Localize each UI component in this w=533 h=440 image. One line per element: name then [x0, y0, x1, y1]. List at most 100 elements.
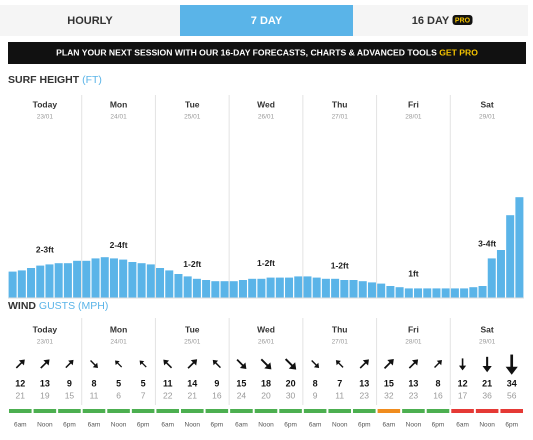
date-label: 24/01 — [110, 339, 127, 346]
arrow-head — [264, 362, 272, 370]
wind-rating — [205, 409, 229, 413]
surf-bar — [496, 250, 505, 298]
wind-rating — [107, 409, 130, 413]
arrow-head — [362, 359, 369, 366]
surf-bar — [303, 276, 312, 298]
wind-rating — [500, 409, 523, 413]
arrow-head — [239, 362, 247, 369]
wind-rating — [426, 409, 450, 413]
wind-speed: 5 — [116, 378, 121, 388]
wind-gust: 16 — [433, 390, 443, 400]
tab[interactable] — [0, 5, 180, 36]
surf-bar — [349, 280, 358, 298]
surf-bar — [367, 282, 376, 298]
wind-arrow — [335, 360, 344, 368]
date-label: 29/01 — [479, 339, 496, 346]
wind-gust: 16 — [212, 390, 222, 400]
surf-bar — [238, 280, 247, 298]
arrow-head — [436, 360, 442, 366]
wind-arrow — [311, 360, 320, 368]
surf-bar — [312, 277, 321, 298]
surf-bar — [331, 278, 340, 298]
wind-rating — [279, 409, 302, 413]
wind-rating — [33, 409, 57, 413]
time-label: 6pm — [211, 422, 224, 429]
section-subtitle: GUSTS — [39, 300, 75, 312]
wind-speed: 12 — [458, 378, 468, 388]
surf-bar — [294, 276, 303, 298]
banner-message: PLAN YOUR NEXT SESSION WITH OUR 16-DAY F… — [56, 48, 437, 58]
surf-bar — [192, 278, 201, 298]
wind-arrow — [284, 358, 297, 370]
wind-speed: 5 — [141, 378, 146, 388]
time-label: Noon — [332, 422, 348, 429]
surf-bar — [414, 288, 423, 298]
wind-speed: 15 — [384, 378, 394, 388]
wind-gust: 19 — [40, 390, 50, 400]
time-label: 6am — [383, 422, 396, 429]
surf-bar — [432, 288, 441, 298]
time-label: 6pm — [63, 422, 76, 429]
banner-link: GET PRO — [439, 48, 478, 58]
wind-gust: 6 — [116, 390, 121, 400]
time-label: 6pm — [505, 422, 518, 429]
wind-gust: 32 — [384, 390, 394, 400]
tab-label[interactable]: HOURLY — [67, 15, 113, 27]
wind-speed: 8 — [435, 378, 440, 388]
arrow-head — [190, 359, 198, 366]
date-label: 28/01 — [405, 339, 422, 346]
surf-bar — [220, 281, 229, 298]
surf-bar — [36, 265, 45, 298]
arrow-head — [313, 362, 320, 368]
surf-bar — [377, 283, 386, 298]
day-label: Thu — [332, 99, 348, 109]
arrow-head — [18, 359, 25, 366]
tab[interactable] — [180, 5, 353, 36]
day-label: Tue — [185, 99, 200, 109]
wind-arrow — [163, 359, 173, 369]
surf-bar — [54, 263, 63, 298]
surf-bar — [100, 257, 109, 298]
date-label: 27/01 — [332, 339, 349, 346]
section-title-text: SURF HEIGHT — [8, 74, 80, 86]
wind-gust: 15 — [65, 390, 75, 400]
surf-bar — [321, 278, 330, 298]
wind-speed: 8 — [91, 378, 96, 388]
range-label: 1-2ft — [183, 259, 201, 269]
wind-arrow — [408, 359, 419, 369]
date-label: 25/01 — [184, 339, 201, 346]
section-title-text: WIND — [8, 300, 36, 312]
day-label: Sat — [481, 99, 494, 109]
time-label: 6pm — [432, 422, 445, 429]
wind-arrow — [65, 359, 74, 369]
surf-bar — [266, 277, 275, 298]
section-unit: (FT) — [82, 74, 102, 86]
surf-bar — [460, 288, 469, 298]
time-label: Noon — [479, 422, 495, 429]
wind-speed: 34 — [507, 378, 517, 388]
tab[interactable] — [353, 5, 528, 36]
surf-bar — [146, 264, 155, 298]
date-label: 26/01 — [258, 114, 275, 121]
surf-bar — [128, 262, 137, 298]
day-label: Tue — [185, 324, 200, 334]
wind-rating — [475, 409, 499, 413]
wind-rating — [156, 409, 179, 413]
wind-speed: 8 — [313, 378, 318, 388]
wind-speed: 13 — [408, 378, 418, 388]
wind-speed: 9 — [214, 378, 219, 388]
tab-label[interactable]: 16 DAY — [412, 15, 450, 27]
wind-rating — [377, 409, 401, 413]
date-label: 27/01 — [332, 114, 349, 121]
surf-bar — [450, 288, 459, 298]
arrow-head — [458, 365, 467, 371]
tab-label[interactable]: 7 DAY — [251, 15, 283, 27]
date-label: 24/01 — [110, 114, 127, 121]
day-label: Sat — [481, 324, 494, 334]
promo-banner — [8, 42, 526, 64]
wind-arrow — [482, 356, 492, 373]
surf-bar — [91, 258, 100, 298]
time-label: 6am — [309, 422, 322, 429]
